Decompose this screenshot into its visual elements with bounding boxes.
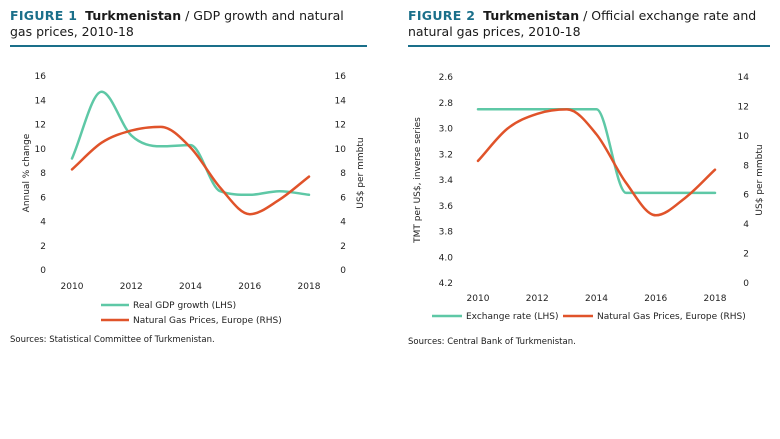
series-line <box>476 107 717 195</box>
y2-tick-label: 6 <box>340 193 346 203</box>
y2-tick-label: 10 <box>738 132 750 142</box>
figure1-country: Turkmenistan <box>85 8 182 23</box>
series-line <box>70 125 311 216</box>
y-axis-label: Annual % change <box>22 133 32 212</box>
series-line <box>476 108 717 217</box>
y-tick-label: 0 <box>40 266 46 276</box>
y2-tick-label: 14 <box>335 96 347 106</box>
y2-tick-label: 14 <box>738 73 750 83</box>
y2-tick-label: 10 <box>335 145 347 155</box>
y2-tick-label: 8 <box>743 161 749 171</box>
x-tick-label: 2012 <box>120 282 143 292</box>
x-tick-label: 2018 <box>704 294 727 304</box>
y-tick-label: 16 <box>35 72 47 82</box>
y2-tick-label: 0 <box>340 266 346 276</box>
y-tick-label: 3.8 <box>439 228 454 238</box>
y-tick-label: 2.8 <box>439 99 454 109</box>
x-tick-label: 2012 <box>526 294 549 304</box>
y-axis-label: TMT per US$, inverse series <box>413 117 423 244</box>
x-tick-label: 2014 <box>179 282 202 292</box>
figure1-rule <box>10 45 367 47</box>
legend-label: Real GDP growth (LHS) <box>133 301 236 311</box>
figure2-rule <box>408 45 770 47</box>
legend-label: Exchange rate (LHS) <box>466 312 559 322</box>
figure2-title: FIGURE 2 Turkmenistan / Official exchang… <box>408 8 770 40</box>
figure2-country: Turkmenistan <box>483 8 580 23</box>
x-tick-label: 2010 <box>467 294 490 304</box>
figure1-title: FIGURE 1 Turkmenistan / GDP growth and n… <box>10 8 365 40</box>
figure2-chart: 2.6 2.8 3.0 3.2 3.4 3.6 3.8 4.0 4.2 0 2 4 6 8 10 12 14 20… <box>413 73 765 322</box>
y-tick-label: 10 <box>35 145 47 155</box>
y2-tick-label: 8 <box>340 169 346 179</box>
figure1-label: FIGURE 1 <box>10 8 78 23</box>
figure2-label: FIGURE 2 <box>408 8 476 23</box>
y-tick-label: 2.6 <box>439 73 454 83</box>
y-tick-label: 4 <box>40 218 46 228</box>
legend-label: Natural Gas Prices, Europe (RHS) <box>133 316 282 326</box>
y-tick-label: 4.2 <box>439 279 453 289</box>
x-tick-label: 2014 <box>585 294 608 304</box>
y2-tick-label: 2 <box>743 250 749 260</box>
y2-axis-label: US$ per mmbtu <box>356 137 366 208</box>
y2-axis-label: US$ per mmbtu <box>755 144 765 215</box>
y2-tick-label: 12 <box>335 121 346 131</box>
y2-tick-label: 12 <box>738 102 749 112</box>
y-tick-label: 2 <box>40 242 46 252</box>
legend-label: Natural Gas Prices, Europe (RHS) <box>597 312 746 322</box>
x-tick-label: 2010 <box>61 282 84 292</box>
y2-tick-label: 2 <box>340 242 346 252</box>
y-tick-label: 3.4 <box>439 176 454 186</box>
y-tick-label: 3.2 <box>439 150 453 160</box>
figure2-source: Sources: Central Bank of Turkmenistan. <box>408 337 576 347</box>
figure2-title-text: / Official exchange rate and natural gas… <box>408 8 757 39</box>
y-tick-label: 4.0 <box>439 253 454 263</box>
figure1-source: Sources: Statistical Committee of Turkme… <box>10 335 215 345</box>
y2-tick-label: 16 <box>335 72 347 82</box>
y-tick-label: 12 <box>35 121 46 131</box>
y-tick-label: 3.0 <box>439 125 454 135</box>
series-line <box>70 90 311 197</box>
y2-tick-label: 4 <box>340 218 346 228</box>
y-tick-label: 6 <box>40 193 46 203</box>
x-tick-label: 2016 <box>644 294 667 304</box>
y-tick-label: 14 <box>35 96 47 106</box>
x-tick-label: 2016 <box>238 282 261 292</box>
x-tick-label: 2018 <box>298 282 321 292</box>
y-tick-label: 3.6 <box>439 202 454 212</box>
y2-tick-label: 6 <box>743 191 749 201</box>
y-tick-label: 8 <box>40 169 46 179</box>
y2-tick-label: 4 <box>743 220 749 230</box>
figure1-title-text: / GDP growth and natural gas prices, 201… <box>10 8 344 39</box>
figure1-chart: 0 2 4 6 8 10 12 14 16 0 2 4 6 8 10 12 14 16 2010 2012 2014 20… <box>22 72 366 326</box>
y2-tick-label: 0 <box>743 279 749 289</box>
